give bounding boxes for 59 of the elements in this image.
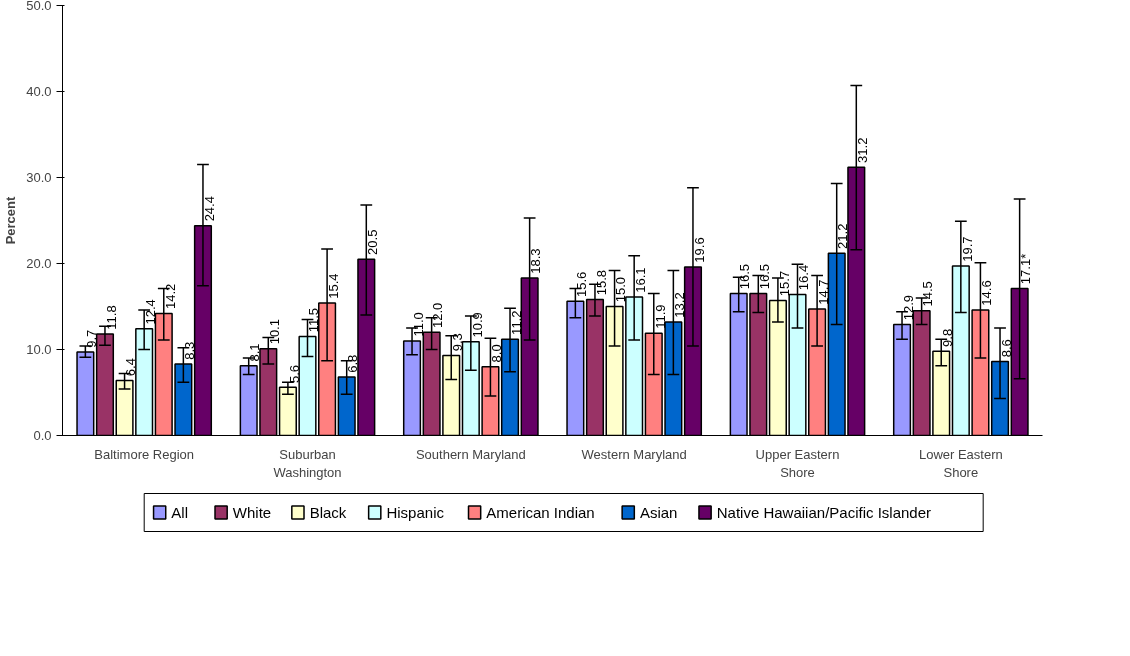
data-label: 11.0: [410, 312, 426, 337]
x-tick-label: Lower Eastern Shore: [918, 446, 1003, 480]
data-label: 11.8: [103, 305, 119, 330]
data-label: 12.9: [900, 294, 916, 321]
data-label: 6.4: [123, 358, 139, 377]
data-label: 15.8: [593, 270, 609, 296]
legend-label: White: [232, 504, 272, 521]
data-label: 15.0: [613, 276, 629, 303]
data-label: 15.4: [325, 273, 341, 299]
x-tick-label: Baltimore Region: [94, 446, 195, 462]
y-tick-label: 30.0: [26, 170, 52, 185]
data-label: 16.5: [757, 263, 773, 290]
y-tick-label: 10.0: [26, 342, 52, 357]
data-label: 12.4: [142, 299, 158, 325]
legend-label: Asian: [639, 504, 678, 521]
data-label: 9.7: [84, 329, 100, 348]
data-label: 15.7: [776, 270, 792, 297]
x-tick-label: Upper Eastern Shore: [755, 446, 840, 480]
y-tick-label: 50.0: [26, 0, 52, 13]
data-label: 31.2: [855, 137, 871, 163]
data-label: 21.2: [835, 223, 851, 249]
y-axis-title: Percent: [3, 195, 19, 245]
data-label: 19.6: [691, 237, 707, 263]
data-label: 11.9: [652, 304, 668, 329]
x-tick-label: Western Maryland: [581, 446, 687, 462]
data-label: 14.6: [979, 280, 995, 306]
legend-label: Hispanic: [386, 504, 445, 521]
data-label: 9.8: [940, 328, 956, 347]
data-label: 8.0: [489, 344, 505, 363]
legend-label: Black: [309, 504, 347, 521]
data-label: 17.1*: [1018, 253, 1034, 285]
data-label: 8.1: [247, 343, 263, 362]
data-label: 14.5: [920, 281, 936, 307]
data-label: 5.6: [286, 364, 302, 384]
data-label: 10.1: [267, 319, 283, 345]
y-tick-label: 0.0: [33, 428, 52, 443]
data-label: 14.7: [815, 279, 831, 305]
data-label: 16.4: [796, 264, 812, 291]
data-label: 13.2: [672, 292, 688, 318]
data-label: 11.5: [306, 307, 322, 333]
data-label: 8.6: [998, 339, 1014, 358]
data-label: 8.3: [182, 341, 198, 360]
legend-label: Native Hawaiian/Pacific Islander: [716, 504, 932, 521]
data-label: 10.9: [469, 312, 485, 338]
legend-label: American Indian: [486, 504, 595, 521]
data-label: 19.7: [959, 236, 975, 262]
data-label: 24.4: [201, 196, 217, 222]
y-tick-label: 20.0: [26, 256, 52, 271]
y-tick-label: 40.0: [26, 84, 52, 99]
x-tick-label: Southern Maryland: [415, 446, 526, 462]
legend-label: All: [171, 504, 189, 521]
x-tick-label: Suburban Washington: [273, 446, 342, 480]
data-label: 16.5: [737, 263, 753, 290]
data-label: 16.1: [632, 267, 648, 293]
data-label: 12.0: [430, 302, 446, 328]
data-label: 11.2: [508, 310, 524, 335]
data-label: 18.3: [528, 248, 544, 274]
data-label: 14.2: [162, 283, 178, 310]
data-label: 20.5: [365, 229, 381, 255]
